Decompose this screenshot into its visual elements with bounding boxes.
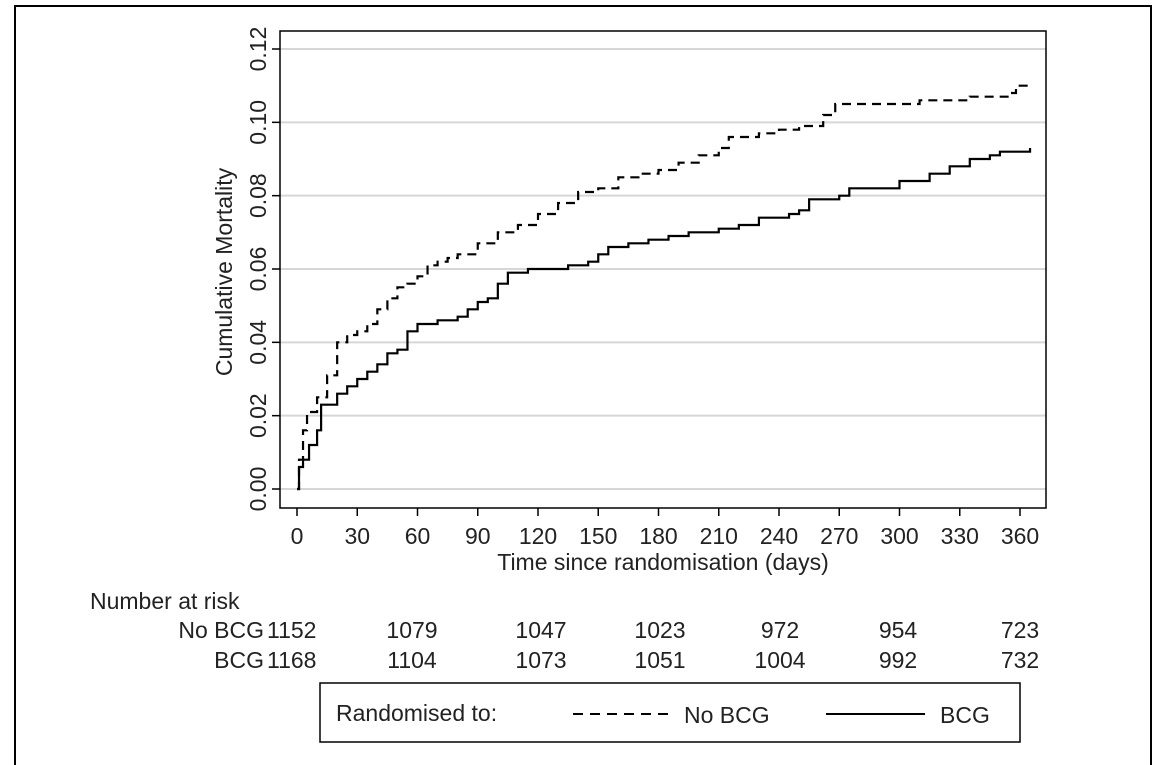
- risk-cell: 972: [761, 617, 799, 643]
- x-tick-label: 120: [519, 523, 557, 549]
- risk-cell: 1104: [387, 647, 437, 673]
- y-axis-title: Cumulative Mortality: [211, 167, 237, 376]
- x-tick-label: 180: [639, 523, 677, 549]
- risk-cell: 954: [879, 617, 918, 643]
- y-tick-label: 0.00: [245, 467, 271, 512]
- tick-layer: 0.00 0.02 0.04 0.06 0.08 0.10 0.12 0 30 60 90 120 15…: [245, 27, 1039, 549]
- y-tick-label: 0.04: [245, 320, 271, 365]
- number-at-risk-title: Number at risk: [90, 588, 240, 614]
- y-tick-label: 0.10: [245, 100, 271, 145]
- x-axis-title: Time since randomisation (days): [497, 549, 829, 575]
- legend-box: [319, 682, 1021, 743]
- risk-cell: 1004: [754, 647, 805, 673]
- risk-cell: 732: [1001, 647, 1039, 673]
- y-tick-label: 0.12: [245, 27, 271, 72]
- risk-row-label: No BCG: [178, 617, 264, 643]
- x-tick-label: 360: [1001, 523, 1039, 549]
- series-line-no-bcg: [297, 84, 1031, 491]
- risk-cell: 1073: [515, 647, 566, 673]
- x-tick-label: 60: [405, 523, 431, 549]
- y-tick-label: 0.06: [245, 247, 271, 292]
- x-tick-label: 0: [291, 523, 304, 549]
- figure-frame: [14, 5, 1152, 765]
- x-tick-label: 90: [465, 523, 491, 549]
- x-tick-label: 240: [760, 523, 798, 549]
- x-tick-label: 30: [344, 523, 370, 549]
- legend-title: Randomised to:: [336, 700, 497, 726]
- series-line-bcg: [297, 148, 1032, 491]
- legend-label-no-bcg: No BCG: [684, 702, 770, 728]
- risk-cell: 1047: [515, 617, 566, 643]
- x-tick-label: 270: [820, 523, 858, 549]
- risk-cell: 1152: [267, 617, 316, 643]
- x-tick-label: 150: [579, 523, 617, 549]
- risk-cell: 1168: [267, 647, 316, 673]
- x-tick-label: 330: [941, 523, 979, 549]
- y-tick-label: 0.02: [245, 393, 271, 438]
- risk-cell: 992: [879, 647, 917, 673]
- number-at-risk-table: No BCG 1152 1079 1047 1023 972 954 723 BCG 1168 11…: [178, 617, 1039, 673]
- x-tick-label: 210: [700, 523, 738, 549]
- x-tick-label: 300: [880, 523, 918, 549]
- risk-cell: 1079: [386, 617, 437, 643]
- risk-cell: 1051: [634, 647, 685, 673]
- risk-cell: 1023: [634, 617, 685, 643]
- grid-layer: [280, 48, 1046, 490]
- series-layer: [297, 84, 1032, 491]
- risk-cell: 723: [1001, 617, 1039, 643]
- legend-label-bcg: BCG: [940, 702, 990, 728]
- y-tick-label: 0.08: [245, 173, 271, 218]
- legend: Randomised to: No BCG BCG: [319, 682, 1021, 743]
- risk-row-label: BCG: [214, 647, 264, 673]
